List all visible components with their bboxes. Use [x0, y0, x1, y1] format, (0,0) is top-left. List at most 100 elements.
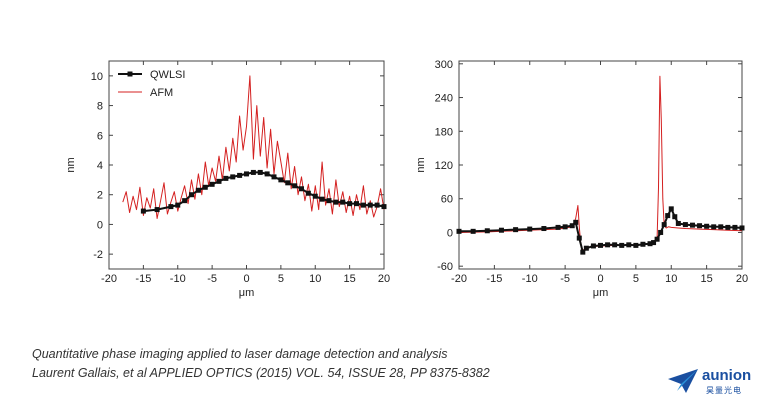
- x-tick-label: -15: [135, 273, 151, 285]
- qwlsi-point: [605, 242, 611, 248]
- qwlsi-point: [633, 242, 639, 248]
- y-tick-label: 300: [435, 59, 453, 71]
- qwlsi-point: [626, 242, 632, 248]
- plot-frame: [458, 60, 743, 270]
- qwlsi-point: [381, 204, 387, 210]
- x-tick-label: -20: [101, 273, 117, 285]
- x-tick-label: 0: [597, 273, 603, 285]
- qwlsi-point: [230, 174, 236, 180]
- x-tick-label: 15: [344, 273, 356, 285]
- y-tick-label: -60: [437, 261, 453, 273]
- qwlsi-point: [654, 236, 660, 242]
- qwlsi-point: [513, 227, 519, 233]
- qwlsi-point: [739, 225, 745, 231]
- x-axis-label: μm: [239, 287, 255, 299]
- qwlsi-point: [555, 224, 561, 230]
- y-tick-label: 240: [435, 93, 453, 105]
- qwlsi-point: [360, 202, 366, 208]
- logo-wordmark: aunion: [702, 367, 752, 384]
- qwlsi-point: [661, 222, 667, 228]
- legend-marker-qwlsi: [127, 71, 133, 77]
- qwlsi-point: [257, 169, 263, 175]
- qwlsi-point: [189, 192, 194, 198]
- qwlsi-point: [182, 198, 188, 204]
- x-tick-label: 20: [378, 273, 390, 285]
- aunion-logo: aunion 昊量光电: [666, 367, 770, 397]
- x-tick-label: -5: [207, 273, 217, 285]
- qwlsi-point: [718, 224, 724, 230]
- qwlsi-point: [354, 201, 359, 207]
- qwlsi-series-line: [143, 171, 385, 213]
- qwlsi-point: [640, 241, 646, 247]
- x-tick-label: -10: [522, 273, 538, 285]
- qwlsi-point: [140, 208, 146, 214]
- qwlsi-point: [562, 224, 568, 230]
- y-axis-label: nm: [415, 157, 427, 172]
- qwlsi-point: [168, 204, 174, 210]
- qwlsi-point: [569, 223, 575, 229]
- qwlsi-point: [175, 202, 181, 208]
- qwlsi-point: [195, 187, 201, 193]
- qwlsi-point: [527, 226, 533, 232]
- x-tick-label: -20: [451, 273, 467, 285]
- qwlsi-point: [598, 242, 603, 248]
- logo-subtitle: 昊量光电: [706, 386, 742, 395]
- y-tick-label: 6: [97, 130, 103, 142]
- chart-2: -20 -15 -10 -5 0 5 10 15 20 -60 0 60 120 180 240 300 μm n…: [415, 59, 748, 299]
- qwlsi-point: [651, 240, 657, 246]
- qwlsi-point: [612, 242, 618, 248]
- x-tick-label: -15: [486, 273, 502, 285]
- qwlsi-point: [456, 228, 462, 234]
- legend-label-afm: AFM: [150, 87, 173, 99]
- qwlsi-point: [732, 224, 738, 230]
- y-tick-label: 8: [97, 101, 103, 113]
- x-tick-label: 10: [665, 273, 677, 285]
- qwlsi-point: [374, 202, 380, 208]
- qwlsi-point: [299, 186, 304, 192]
- qwlsi-point: [704, 223, 710, 229]
- qwlsi-point: [573, 219, 579, 225]
- qwlsi-point: [658, 229, 664, 235]
- qwlsi-point: [665, 213, 671, 219]
- y-tick-label: 180: [435, 126, 453, 138]
- qwlsi-point: [209, 181, 215, 187]
- qwlsi-point: [271, 174, 277, 180]
- y-tick-label: 4: [97, 160, 103, 172]
- qwlsi-point: [237, 172, 243, 178]
- qwlsi-point: [333, 199, 339, 205]
- y-axis-label: nm: [65, 157, 77, 172]
- caption-line-1: Quantitative phase imaging applied to la…: [32, 347, 448, 361]
- qwlsi-point: [668, 206, 674, 212]
- qwlsi-point: [711, 224, 717, 230]
- x-tick-label: -10: [170, 273, 186, 285]
- y-tick-label: -2: [93, 249, 103, 261]
- qwlsi-point: [223, 175, 229, 181]
- x-tick-label: 5: [633, 273, 639, 285]
- qwlsi-point: [689, 222, 695, 228]
- qwlsi-point: [484, 228, 490, 234]
- qwlsi-point: [244, 171, 249, 177]
- qwlsi-point: [216, 178, 222, 184]
- y-tick-label: 0: [447, 227, 453, 239]
- qwlsi-point: [264, 171, 270, 177]
- qwlsi-series-line: [459, 207, 743, 254]
- y-tick-label: 2: [97, 190, 103, 202]
- y-tick-label: 120: [435, 160, 453, 172]
- x-tick-label: 10: [309, 273, 321, 285]
- qwlsi-point: [285, 180, 291, 186]
- qwlsi-point: [278, 177, 284, 183]
- qwlsi-point: [541, 226, 547, 232]
- qwlsi-point: [470, 228, 476, 234]
- x-tick-label: 20: [736, 273, 748, 285]
- x-tick-label: 5: [278, 273, 284, 285]
- y-tick-label: 0: [97, 219, 103, 231]
- qwlsi-point: [647, 241, 653, 247]
- qwlsi-point: [576, 235, 582, 241]
- caption-line-2: Laurent Gallais, et al APPLIED OPTICS (2…: [32, 366, 490, 380]
- qwlsi-point: [498, 227, 504, 233]
- qwlsi-point: [725, 224, 731, 230]
- y-tick-label: 10: [91, 71, 103, 83]
- qwlsi-point: [580, 249, 586, 255]
